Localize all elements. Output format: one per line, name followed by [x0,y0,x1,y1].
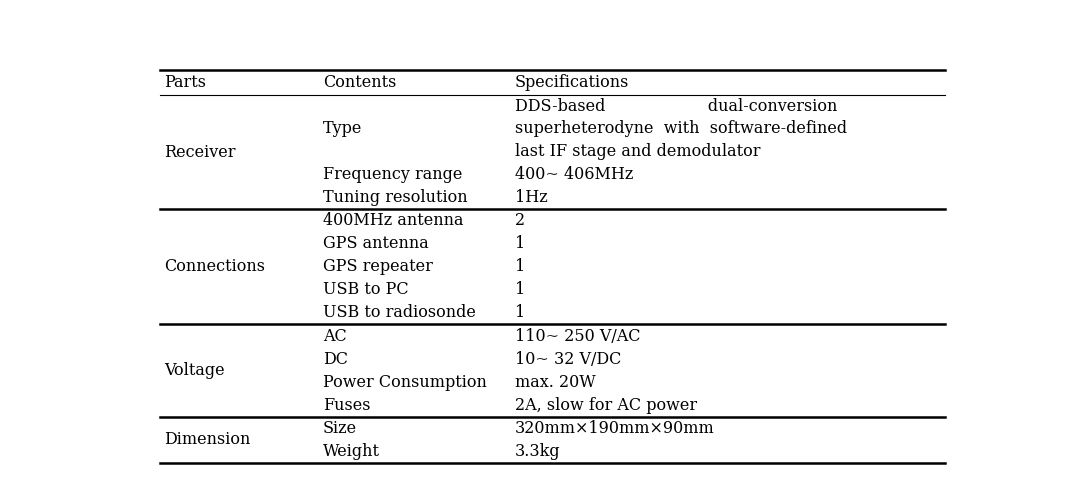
Text: DDS-based                    dual-conversion: DDS-based dual-conversion [515,98,838,115]
Text: Dimension: Dimension [164,432,250,448]
Text: Fuses: Fuses [322,397,370,414]
Text: last IF stage and demodulator: last IF stage and demodulator [515,143,760,160]
Text: 320mm×190mm×90mm: 320mm×190mm×90mm [515,420,715,437]
Text: 2A, slow for AC power: 2A, slow for AC power [515,397,697,414]
Text: 1: 1 [515,235,525,252]
Text: Type: Type [322,120,362,137]
Text: 400MHz antenna: 400MHz antenna [322,212,464,229]
Text: 110~ 250 V/AC: 110~ 250 V/AC [515,328,640,344]
Text: DC: DC [322,351,348,368]
Text: Specifications: Specifications [515,74,630,91]
Text: max. 20W: max. 20W [515,374,596,391]
Text: USB to PC: USB to PC [322,281,409,298]
Text: 1: 1 [515,258,525,275]
Text: 1Hz: 1Hz [515,189,548,206]
Text: 1: 1 [515,281,525,298]
Text: Size: Size [322,420,357,437]
Text: Connections: Connections [164,258,265,275]
Text: Contents: Contents [322,74,396,91]
Text: Weight: Weight [322,443,379,460]
Text: 3.3kg: 3.3kg [515,443,561,460]
Text: 1: 1 [515,305,525,321]
Text: Frequency range: Frequency range [322,166,462,183]
Text: Parts: Parts [164,74,206,91]
Text: Tuning resolution: Tuning resolution [322,189,468,206]
Text: 400~ 406MHz: 400~ 406MHz [515,166,633,183]
Text: superheterodyne  with  software-defined: superheterodyne with software-defined [515,120,847,137]
Text: GPS antenna: GPS antenna [322,235,428,252]
Text: Receiver: Receiver [164,144,235,160]
Text: USB to radiosonde: USB to radiosonde [322,305,475,321]
Text: 10~ 32 V/DC: 10~ 32 V/DC [515,351,621,368]
Text: Power Consumption: Power Consumption [322,374,486,391]
Text: GPS repeater: GPS repeater [322,258,432,275]
Text: Voltage: Voltage [164,362,224,379]
Text: 2: 2 [515,212,525,229]
Text: AC: AC [322,328,346,344]
